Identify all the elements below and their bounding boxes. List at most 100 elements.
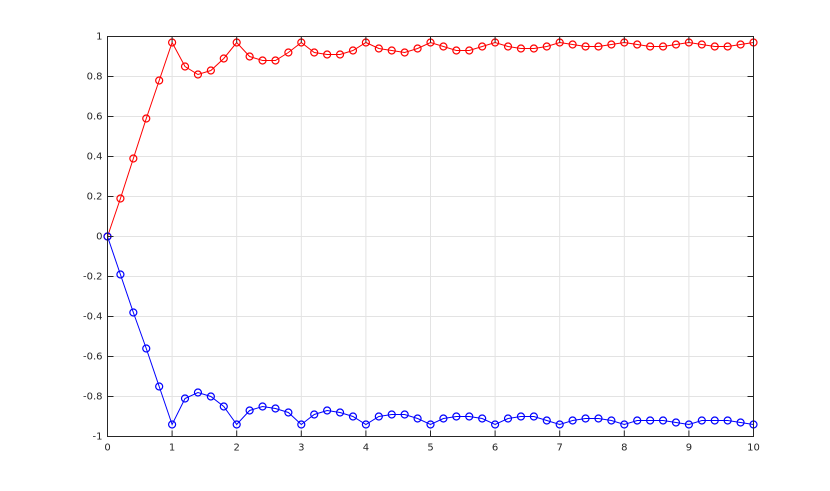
data-point [142, 344, 151, 353]
data-point [258, 56, 267, 65]
data-point [594, 42, 603, 51]
series-line [107, 236, 754, 426]
data-point [219, 54, 228, 63]
x-tick-label: 5 [427, 443, 433, 454]
data-point [374, 44, 383, 53]
x-tick-label: 3 [298, 443, 304, 454]
data-point [361, 420, 370, 429]
data-point [116, 194, 125, 203]
data-point [155, 382, 164, 391]
data-point [710, 42, 719, 51]
data-point [297, 420, 306, 429]
data-point [310, 48, 319, 57]
data-point [335, 50, 345, 59]
data-point [180, 62, 190, 71]
data-point [439, 414, 448, 423]
data-point [516, 412, 526, 421]
x-tick-label: 7 [557, 443, 563, 454]
data-point [271, 404, 280, 413]
data-point [516, 44, 526, 53]
data-point [478, 42, 487, 51]
data-point [439, 42, 448, 51]
y-tick-label: 1 [96, 32, 102, 43]
data-point [465, 46, 474, 55]
data-point [452, 46, 461, 55]
data-point [581, 42, 590, 51]
data-point [374, 412, 383, 421]
data-point [219, 402, 228, 411]
data-point [245, 406, 254, 415]
data-point [620, 420, 629, 429]
data-point [206, 392, 215, 401]
data-point [387, 46, 396, 55]
data-point [684, 420, 694, 429]
data-point [155, 76, 164, 85]
data-point [323, 406, 332, 415]
data-point [646, 42, 655, 51]
x-tick-label: 9 [686, 443, 692, 454]
data-point [697, 416, 706, 425]
data-point [723, 42, 732, 51]
data-point [142, 114, 151, 123]
x-tick-label: 4 [363, 443, 369, 454]
data-point [658, 416, 668, 425]
data-point [568, 416, 577, 425]
data-point [413, 414, 422, 423]
data-point [465, 412, 474, 421]
data-point [348, 412, 358, 421]
data-point [168, 420, 177, 429]
data-point [271, 56, 280, 65]
data-point [426, 420, 435, 429]
data-point [387, 410, 396, 419]
data-point [671, 418, 681, 427]
data-point [245, 52, 254, 61]
data-point [646, 416, 655, 425]
y-tick-label: -0.8 [83, 392, 103, 403]
x-tick-label: 8 [621, 443, 627, 454]
data-point [335, 408, 345, 417]
data-point [594, 414, 603, 423]
data-point [671, 40, 681, 49]
data-point [452, 412, 461, 421]
data-point [607, 40, 616, 49]
y-tick-label: 0.6 [87, 112, 103, 123]
data-point [555, 420, 564, 429]
data-point [633, 40, 642, 49]
y-tick-label: -0.6 [83, 352, 103, 363]
y-tick-label: 0.4 [87, 152, 103, 163]
data-point [723, 416, 732, 425]
data-point [529, 412, 538, 421]
data-point [736, 40, 745, 49]
y-tick-label: 0 [96, 232, 102, 243]
y-tick-label: 0.2 [87, 192, 103, 203]
data-point [284, 408, 293, 417]
data-point [413, 44, 422, 53]
data-point [193, 388, 203, 397]
data-point [206, 66, 215, 75]
data-point [542, 416, 551, 425]
data-point [400, 410, 409, 419]
data-point [116, 270, 125, 279]
y-tick-label: -0.2 [83, 272, 103, 283]
x-tick-label: 2 [234, 443, 240, 454]
data-point [310, 410, 319, 419]
x-tick-label: 6 [492, 443, 498, 454]
data-point [633, 416, 642, 425]
data-point [581, 414, 590, 423]
x-tick-label: 10 [747, 443, 760, 454]
data-point [529, 44, 538, 53]
data-point [129, 154, 138, 163]
y-tick-label: 0.8 [87, 72, 103, 83]
data-point [232, 420, 241, 429]
data-point [348, 46, 358, 55]
data-point [400, 48, 409, 57]
data-point [607, 416, 616, 425]
y-tick-label: -1 [93, 432, 103, 443]
x-tick-label: 0 [104, 443, 110, 454]
data-point [258, 402, 267, 411]
x-tick-label: 1 [169, 443, 175, 454]
data-point [697, 40, 706, 49]
data-point [503, 414, 513, 423]
data-point [710, 416, 719, 425]
data-point [491, 420, 500, 429]
